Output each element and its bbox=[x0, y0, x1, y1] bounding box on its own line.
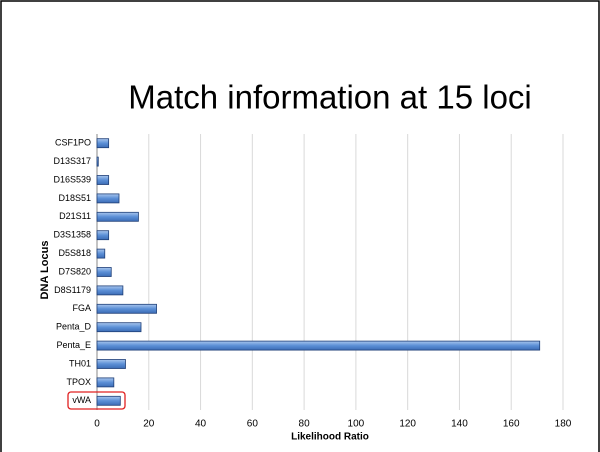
bar bbox=[96, 230, 110, 241]
bar bbox=[96, 377, 115, 388]
y-tick-label: Penta_E bbox=[56, 340, 91, 350]
bar bbox=[96, 285, 124, 296]
y-tick-label: D5S818 bbox=[58, 248, 91, 258]
highlight-box bbox=[67, 391, 126, 410]
y-tick-label: FGA bbox=[72, 303, 91, 313]
bar bbox=[96, 211, 139, 222]
y-tick-label: D21S11 bbox=[59, 211, 91, 221]
slide-title: Match information at 15 loci bbox=[128, 79, 532, 116]
x-tick-label: 160 bbox=[503, 419, 520, 430]
y-tick-label: D7S820 bbox=[58, 266, 91, 276]
bar bbox=[96, 303, 157, 314]
y-tick-label: D13S317 bbox=[53, 156, 91, 166]
x-tick-label: 80 bbox=[299, 419, 311, 430]
bar bbox=[96, 156, 99, 167]
x-tick-label: 0 bbox=[94, 419, 100, 430]
x-tick-label: 40 bbox=[195, 419, 207, 430]
bar bbox=[96, 322, 142, 333]
y-tick-label: D3S1358 bbox=[53, 230, 91, 240]
bar bbox=[96, 138, 110, 149]
x-tick-label: 180 bbox=[555, 419, 572, 430]
bar bbox=[96, 248, 106, 259]
x-tick-label: 140 bbox=[451, 419, 468, 430]
y-tick-label: CSF1PO bbox=[55, 138, 91, 148]
y-tick-label: D18S51 bbox=[58, 193, 91, 203]
x-axis-label: Likelihood Ratio bbox=[291, 432, 369, 443]
y-tick-label: D8S1179 bbox=[54, 285, 91, 295]
bar bbox=[96, 340, 541, 351]
y-tick-label: Penta_D bbox=[56, 322, 92, 332]
bar bbox=[96, 175, 110, 185]
bar bbox=[96, 395, 121, 406]
x-tick-label: 20 bbox=[143, 419, 155, 430]
bar bbox=[96, 359, 126, 369]
y-axis-label: DNA Locus bbox=[39, 241, 51, 300]
bar bbox=[96, 193, 120, 204]
y-tick-label: TPOX bbox=[66, 377, 91, 387]
y-tick-label: vWA bbox=[72, 395, 91, 405]
x-tick-label: 120 bbox=[399, 419, 416, 430]
plot: CSF1PO D13S317 D16S539 D18S51 D21S11 D3S1358 D… bbox=[53, 138, 541, 406]
bar bbox=[96, 267, 112, 277]
y-tick-label: D16S539 bbox=[53, 174, 91, 184]
grid: 0 20 40 60 80 100 120 140 160 180 bbox=[94, 134, 572, 430]
y-tick-label: TH01 bbox=[69, 358, 91, 368]
x-tick-label: 100 bbox=[348, 419, 365, 430]
x-tick-label: 60 bbox=[247, 419, 259, 430]
